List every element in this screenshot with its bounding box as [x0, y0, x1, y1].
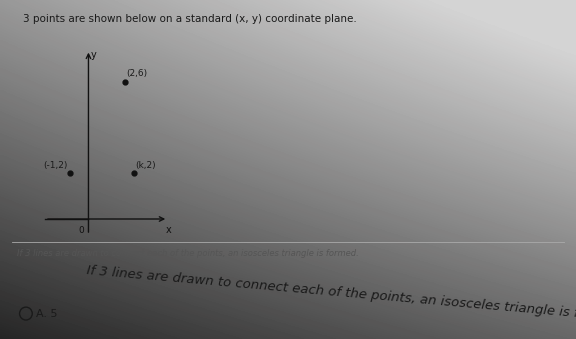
Text: (2,6): (2,6) [127, 69, 147, 78]
Text: (k,2): (k,2) [135, 161, 156, 170]
Text: x: x [166, 225, 172, 235]
Text: A. 5: A. 5 [36, 308, 58, 319]
Text: If 3 lines are drawn to connect each of the points, an isosceles triangle is for: If 3 lines are drawn to connect each of … [17, 249, 359, 258]
Text: If 3 lines are drawn to connect each of the points, an isosceles triangle is for: If 3 lines are drawn to connect each of … [86, 264, 576, 328]
Text: y: y [90, 50, 96, 60]
Text: 0: 0 [78, 226, 84, 235]
Text: (-1,2): (-1,2) [43, 161, 67, 170]
Text: 3 points are shown below on a standard (x, y) coordinate plane.: 3 points are shown below on a standard (… [23, 14, 357, 23]
